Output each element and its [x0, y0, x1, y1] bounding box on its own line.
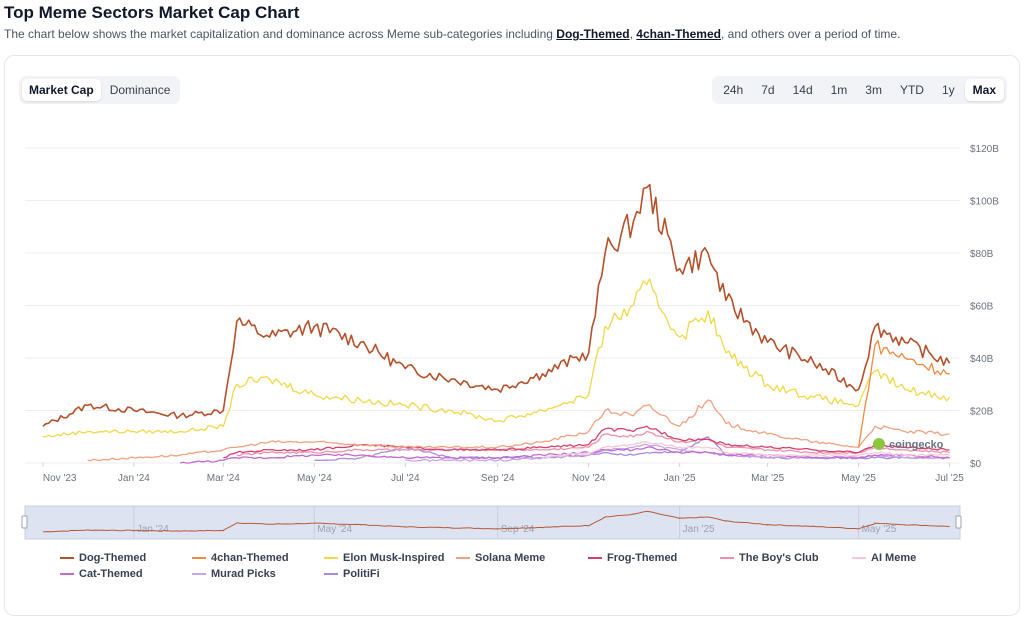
legend-item-4chan-themed[interactable]: 4chan-Themed: [192, 551, 324, 565]
legend-swatch: [456, 557, 470, 559]
series-line-elon-musk-inspired: [42, 278, 951, 438]
navigator-line: [42, 510, 950, 533]
series-line-frog-themed: [223, 425, 950, 459]
x-tick-label: Mar '24: [207, 473, 240, 484]
navigator-tick-label: May '25: [862, 524, 897, 535]
legend-swatch: [60, 573, 74, 575]
range-button-1m[interactable]: 1m: [830, 83, 848, 97]
legend-label: Elon Musk-Inspired: [343, 552, 445, 564]
range-button-7d[interactable]: 7d: [761, 83, 775, 97]
y-tick-label: $0: [970, 459, 982, 470]
subtitle-text: The chart below shows the market capital…: [4, 27, 557, 41]
range-button-24h[interactable]: 24h: [723, 83, 744, 97]
legend-swatch: [588, 557, 602, 559]
x-tick-label: May '24: [297, 473, 332, 484]
x-tick-label: Jul '24: [391, 473, 420, 484]
x-tick-label: Jan '25: [664, 473, 696, 484]
navigator-right-handle[interactable]: [955, 515, 962, 529]
legend-item-murad-picks[interactable]: Murad Picks: [192, 567, 324, 581]
navigator-tick-label: Jan '24: [137, 524, 169, 535]
series-line-solana-meme: [87, 399, 950, 462]
x-tick-label: Jul '25: [935, 473, 964, 484]
x-tick-label: Nov '24: [572, 473, 606, 484]
subtitle-suffix: , and others over a period of time.: [720, 27, 901, 41]
view-toggle: Market Cap Dominance: [19, 76, 181, 104]
series-line-cat-themed: [179, 446, 950, 464]
y-tick-label: $40B: [970, 354, 994, 365]
x-tick-label: Nov '23: [43, 473, 77, 484]
page-title: Top Meme Sectors Market Cap Chart: [4, 3, 300, 22]
legend-label: 4chan-Themed: [211, 552, 289, 564]
range-button-ytd[interactable]: YTD: [899, 83, 924, 97]
legend-item-the-boy-s-club[interactable]: The Boy's Club: [720, 551, 852, 565]
x-tick-label: Mar '25: [751, 473, 784, 484]
legend-swatch: [852, 557, 866, 559]
range-button-14d[interactable]: 14d: [792, 83, 813, 97]
legend-item-solana-meme[interactable]: Solana Meme: [456, 551, 588, 565]
dog-themed-link[interactable]: Dog-Themed: [556, 27, 630, 41]
x-tick-label: May '25: [841, 473, 876, 484]
legend-label: Solana Meme: [475, 552, 546, 564]
legend-swatch: [192, 557, 206, 559]
legend-swatch: [192, 573, 206, 575]
legend-label: Dog-Themed: [79, 552, 147, 564]
tab-market-cap[interactable]: Market Cap: [22, 79, 101, 101]
y-tick-label: $20B: [970, 407, 994, 418]
page-subtitle: The chart below shows the market capital…: [4, 27, 900, 41]
legend-item-frog-themed[interactable]: Frog-Themed: [588, 551, 720, 565]
navigator-tick-label: Sep '24: [501, 524, 535, 535]
legend-item-cat-themed[interactable]: Cat-Themed: [60, 567, 192, 581]
range-button-3m[interactable]: 3m: [865, 83, 882, 97]
legend-item-politifi[interactable]: PolitiFi: [324, 567, 456, 581]
series-line-the-boy-s-club: [236, 430, 950, 457]
legend-swatch: [324, 557, 338, 559]
range-navigator[interactable]: [24, 505, 961, 540]
y-tick-label: $60B: [970, 302, 994, 313]
navigator-tick-label: May '24: [317, 524, 352, 535]
legend-swatch: [60, 557, 74, 559]
tab-dominance[interactable]: Dominance: [109, 83, 171, 97]
coingecko-logo-icon: [873, 438, 885, 450]
legend-swatch: [720, 557, 734, 559]
series-line-dog-themed: [42, 183, 951, 427]
legend-label: The Boy's Club: [739, 552, 819, 564]
series-line-ai-meme: [542, 441, 950, 459]
subtitle-separator: ,: [629, 27, 637, 41]
chart-legend: Dog-Themed 4chan-Themed Elon Musk-Inspired…: [60, 551, 960, 581]
legend-label: Cat-Themed: [79, 568, 143, 580]
legend-label: PolitiFi: [343, 568, 380, 580]
legend-label: AI Meme: [871, 552, 917, 564]
4chan-themed-link[interactable]: 4chan-Themed: [636, 27, 721, 41]
range-button-1y[interactable]: 1y: [941, 83, 955, 97]
legend-swatch: [324, 573, 338, 575]
x-tick-label: Jan '24: [118, 473, 150, 484]
navigator-left-handle[interactable]: [21, 515, 28, 529]
coingecko-watermark: coingecko: [889, 439, 944, 451]
legend-item-ai-meme[interactable]: AI Meme: [852, 551, 962, 565]
legend-item-elon-musk-inspired[interactable]: Elon Musk-Inspired: [324, 551, 456, 565]
y-tick-label: $120B: [970, 144, 999, 155]
x-tick-label: Sep '24: [481, 473, 515, 484]
range-button-max[interactable]: Max: [964, 79, 1004, 101]
y-tick-label: $80B: [970, 249, 994, 260]
range-selector: 24h 7d 14d 1m 3m YTD 1y Max: [712, 76, 1007, 104]
legend-label: Frog-Themed: [607, 552, 678, 564]
y-tick-label: $100B: [970, 197, 999, 208]
legend-item-dog-themed[interactable]: Dog-Themed: [60, 551, 192, 565]
legend-label: Murad Picks: [211, 568, 276, 580]
navigator-tick-label: Jan '25: [683, 524, 715, 535]
series-line-4chan-themed: [857, 339, 950, 448]
